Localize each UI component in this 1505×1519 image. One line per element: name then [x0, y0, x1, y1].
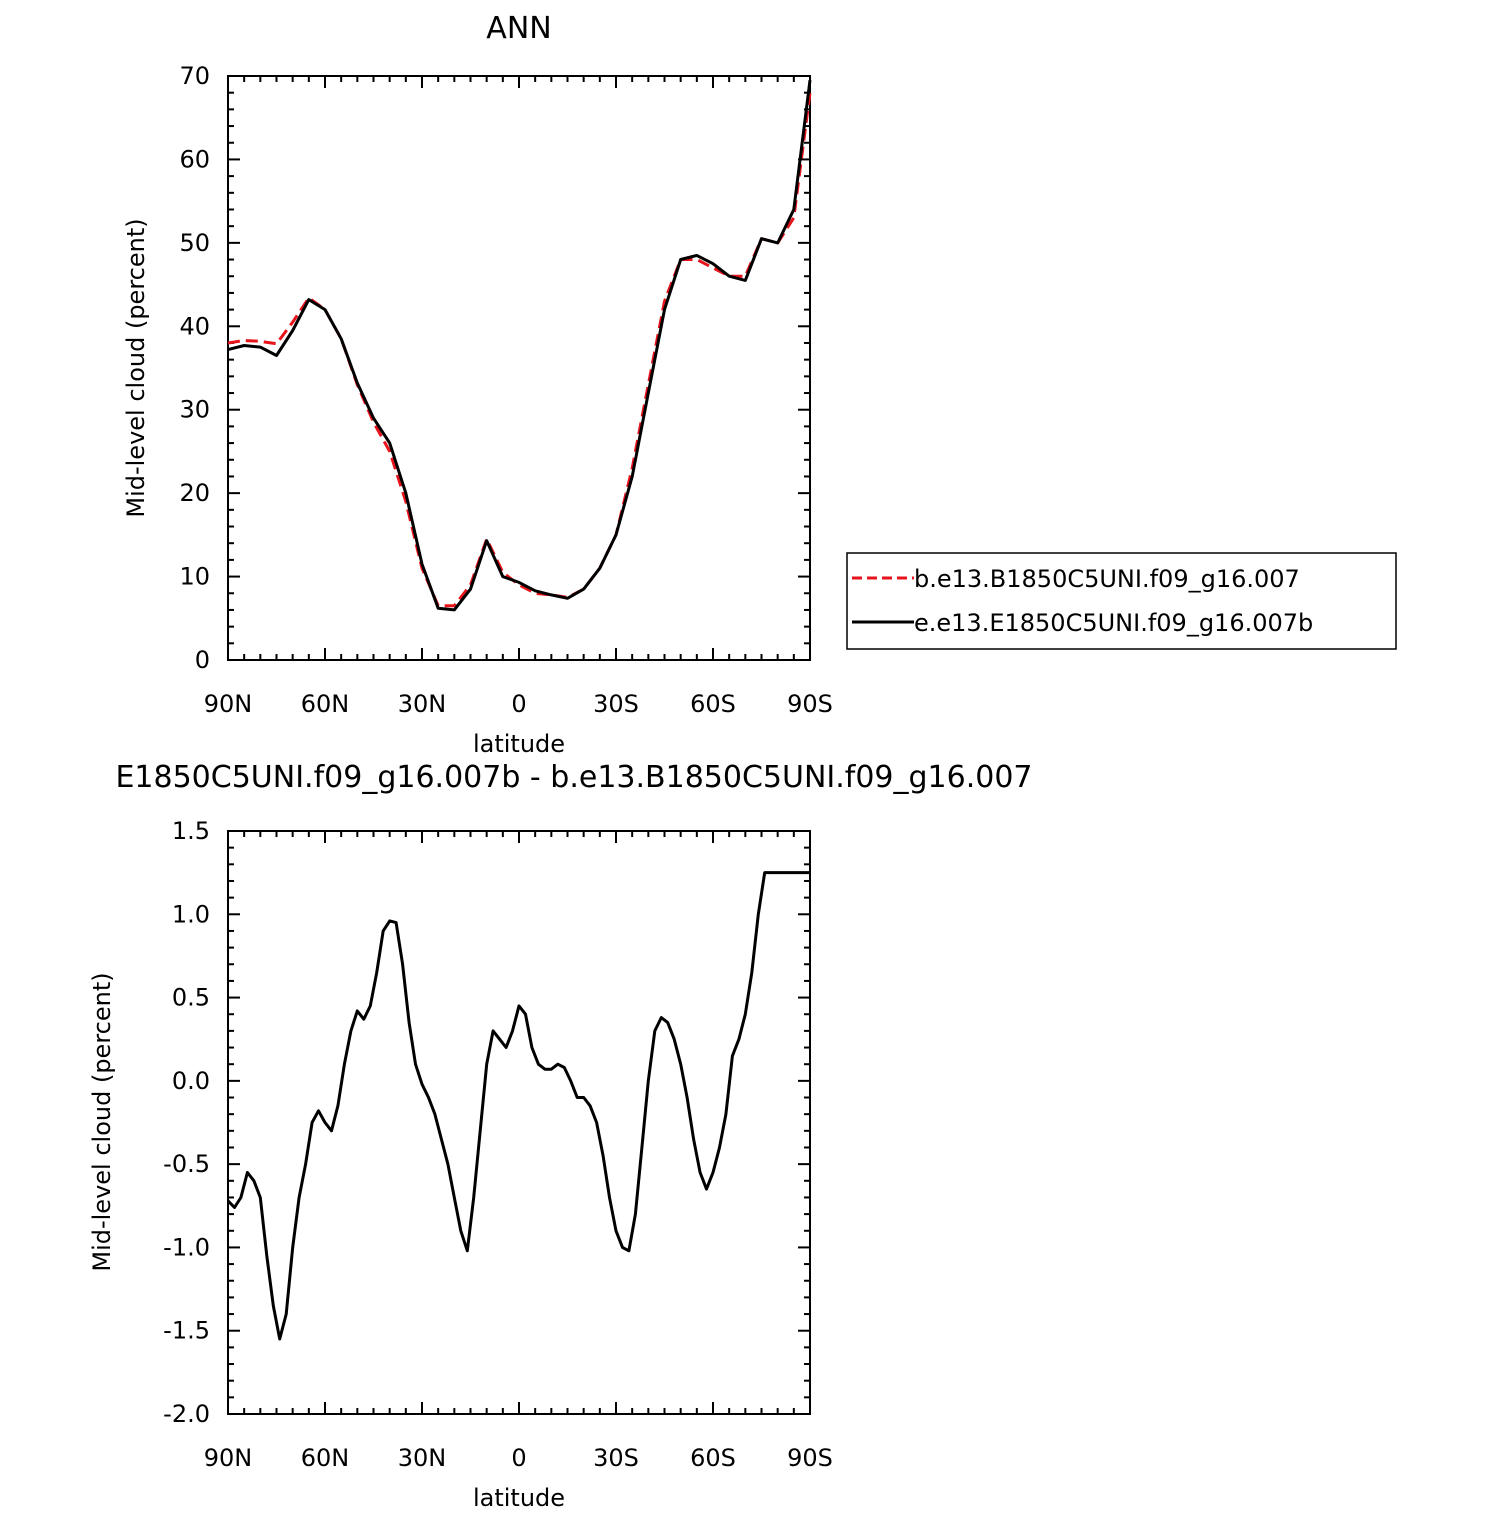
- top-x-axis-label: latitude: [473, 730, 565, 758]
- legend-label-1: b.e13.B1850C5UNI.f09_g16.007: [914, 565, 1300, 593]
- top-y-tick-label: 30: [179, 396, 210, 424]
- top-plot-frame: [227, 75, 811, 661]
- top-x-tick-label: 30S: [593, 690, 639, 718]
- bottom-x-tick-label: 90S: [787, 1444, 833, 1472]
- bottom-series-line-solid: [226, 871, 810, 1341]
- top-x-tick-label: 90S: [787, 690, 833, 718]
- legend-box: [846, 552, 1397, 650]
- bottom-x-tick-label: 60S: [690, 1444, 736, 1472]
- bottom-x-tick-label: 30N: [398, 1444, 447, 1472]
- bottom-y-tick-label: 0.5: [172, 984, 210, 1012]
- top-y-axis-label: Mid-level cloud (percent): [122, 218, 150, 517]
- bottom-y-tick-label: -2.0: [163, 1400, 210, 1428]
- top-x-tick-label: 0: [511, 690, 526, 718]
- top-y-tick-label: 40: [179, 312, 210, 340]
- top-series-line-solid: [227, 80, 812, 612]
- top-x-tick-label: 60S: [690, 690, 736, 718]
- bottom-x-tick-label: 0: [511, 1444, 526, 1472]
- legend: b.e13.B1850C5UNI.f09_g16.007 e.e13.E1850…: [846, 552, 1397, 650]
- bottom-x-tick-label: 30S: [593, 1444, 639, 1472]
- bottom-y-tick-label: 1.0: [172, 900, 210, 928]
- legend-label-2: e.e13.E1850C5UNI.f09_g16.007b: [914, 609, 1313, 637]
- top-y-tick-label: 0: [195, 646, 210, 674]
- bottom-x-tick-label: 60N: [301, 1444, 350, 1472]
- bottom-chart-title: E1850C5UNI.f09_g16.007b - b.e13.B1850C5U…: [115, 760, 1032, 795]
- bottom-x-axis-label: latitude: [473, 1484, 565, 1512]
- top-x-tick-label: 60N: [301, 690, 350, 718]
- top-chart: ANN 90N 60N 30N 0 30S 60S 90S 0 10 20 30 40 50 60 70 M…: [122, 11, 833, 758]
- top-y-tick-label: 60: [179, 145, 210, 173]
- top-y-tick-label: 70: [179, 62, 210, 90]
- top-y-tick-label: 50: [179, 229, 210, 257]
- bottom-y-tick-label: -1.0: [163, 1233, 210, 1261]
- top-y-tick-label: 10: [179, 563, 210, 591]
- bottom-y-axis-label: Mid-level cloud (percent): [88, 972, 116, 1271]
- bottom-chart: E1850C5UNI.f09_g16.007b - b.e13.B1850C5U…: [88, 760, 1033, 1512]
- bottom-x-tick-label: 90N: [204, 1444, 253, 1472]
- top-chart-title: ANN: [486, 11, 551, 46]
- top-series-line-dashed: [227, 92, 812, 608]
- bottom-y-tick-label: 0.0: [172, 1067, 210, 1095]
- bottom-y-tick-label: 1.5: [172, 817, 210, 845]
- top-x-tick-label: 90N: [204, 690, 253, 718]
- top-y-tick-label: 20: [179, 479, 210, 507]
- bottom-y-tick-label: -1.5: [163, 1317, 210, 1345]
- bottom-plot-frame: [227, 830, 811, 1415]
- bottom-y-tick-label: -0.5: [163, 1150, 210, 1178]
- top-x-tick-label: 30N: [398, 690, 447, 718]
